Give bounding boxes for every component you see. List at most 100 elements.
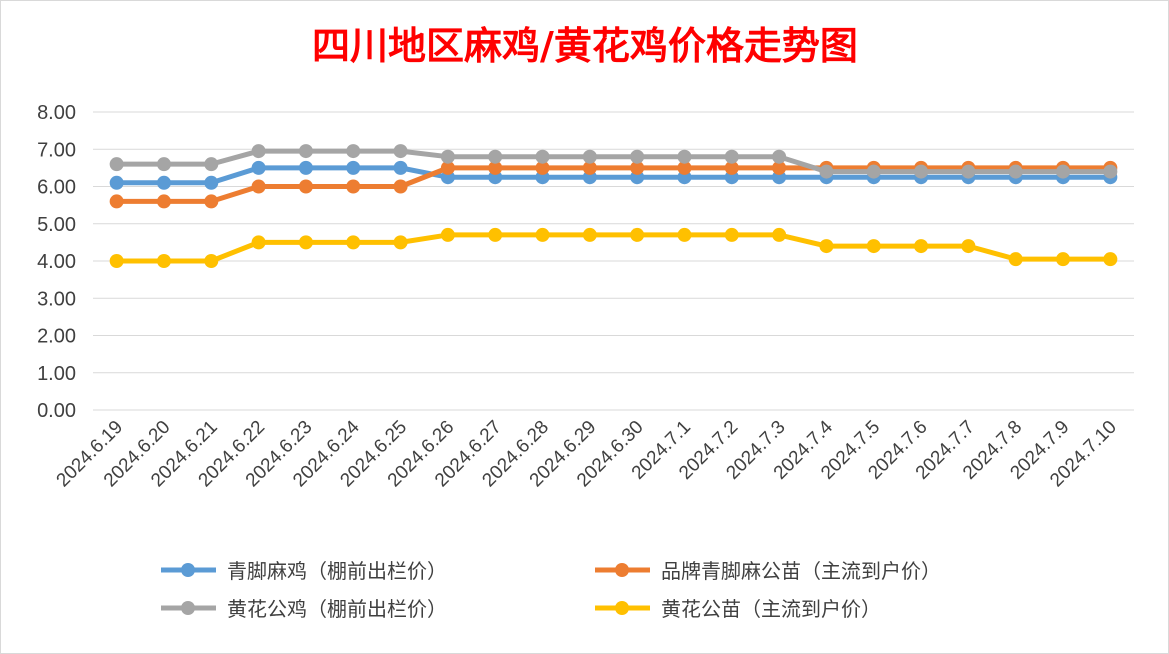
data-point [772, 227, 787, 242]
y-tick-label: 8.00 [37, 102, 76, 124]
series-layer [109, 144, 1118, 268]
data-point [819, 239, 834, 254]
legend-label: 青脚麻鸡（棚前出栏价） [227, 559, 447, 583]
data-point [204, 175, 219, 190]
data-point [772, 160, 787, 175]
data-point [346, 179, 361, 194]
data-point [488, 160, 503, 175]
data-point [440, 160, 455, 175]
legend: 青脚麻鸡（棚前出栏价） 品牌青脚麻公苗（主流到户价） 黄花公鸡（棚前出栏价） 黄花公苗… [161, 559, 941, 621]
data-point [1103, 252, 1118, 267]
data-point [488, 227, 503, 242]
data-point [109, 157, 124, 172]
data-point [346, 160, 361, 175]
data-point [630, 227, 645, 242]
data-point [298, 160, 313, 175]
data-point [535, 149, 550, 164]
data-point [630, 149, 645, 164]
y-tick-label: 3.00 [37, 288, 76, 310]
data-point [156, 157, 171, 172]
y-tick-label: 5.00 [37, 214, 76, 236]
data-point [109, 194, 124, 209]
y-tick-label: 2.00 [37, 326, 76, 348]
data-point [156, 194, 171, 209]
data-point [819, 164, 834, 179]
y-tick-label: 4.00 [37, 251, 76, 273]
y-axis-ticks: 0.00 1.00 2.00 3.00 4.00 5.00 6.00 7.00 8.00 [37, 102, 76, 422]
gridlines [93, 111, 1134, 411]
data-point [251, 160, 266, 175]
data-point [630, 160, 645, 175]
y-tick-label: 7.00 [37, 139, 76, 161]
data-point [582, 227, 597, 242]
data-point [866, 239, 881, 254]
data-point [346, 144, 361, 159]
data-point [440, 227, 455, 242]
data-point [393, 144, 408, 159]
legend-item: 品牌青脚麻公苗（主流到户价） [595, 559, 941, 583]
legend-item: 黄花公鸡（棚前出栏价） [161, 597, 447, 621]
data-point [535, 227, 550, 242]
data-point [677, 160, 692, 175]
data-point [914, 164, 929, 179]
data-point [961, 239, 976, 254]
data-point [204, 254, 219, 268]
data-point [1056, 164, 1071, 179]
data-point [109, 254, 124, 268]
data-point [298, 144, 313, 159]
data-point [1008, 252, 1023, 267]
data-point [582, 160, 597, 175]
data-point [724, 160, 739, 175]
series-2 [109, 160, 1118, 209]
data-point [440, 149, 455, 164]
legend-item: 青脚麻鸡（棚前出栏价） [161, 559, 447, 583]
data-point [251, 179, 266, 194]
data-point [393, 179, 408, 194]
data-point [251, 144, 266, 159]
legend-label: 品牌青脚麻公苗（主流到户价） [661, 559, 941, 583]
y-tick-label: 6.00 [37, 177, 76, 199]
data-point [204, 194, 219, 209]
series-line [114, 165, 1113, 186]
data-point [961, 164, 976, 179]
data-point [1103, 164, 1118, 179]
legend-label: 黄花公鸡（棚前出栏价） [227, 597, 447, 621]
series-3 [109, 144, 1118, 179]
data-point [724, 227, 739, 242]
series-line [114, 232, 1113, 264]
data-point [1056, 252, 1071, 267]
data-point [298, 235, 313, 250]
data-point [866, 164, 881, 179]
data-point [724, 149, 739, 164]
data-point [109, 175, 124, 190]
series-line [114, 165, 1113, 204]
data-point [393, 235, 408, 250]
data-point [772, 149, 787, 164]
data-point [488, 149, 503, 164]
data-point [346, 235, 361, 250]
series-line [114, 148, 1113, 175]
y-tick-label: 0.00 [37, 400, 76, 422]
legend-marker [181, 563, 195, 577]
x-axis-ticks: 2024.6.192024.6.202024.6.212024.6.222024… [53, 416, 1121, 491]
data-point [1008, 164, 1023, 179]
legend-marker [615, 563, 629, 577]
legend-label: 黄花公苗（主流到户价） [661, 597, 881, 621]
y-tick-label: 1.00 [37, 363, 76, 385]
data-point [204, 157, 219, 172]
legend-marker [615, 601, 629, 615]
data-point [914, 239, 929, 254]
data-point [677, 149, 692, 164]
series-4 [109, 227, 1118, 268]
chart-title: 四川地区麻鸡/黄花鸡价格走势图 [312, 23, 858, 68]
legend-marker [181, 601, 195, 615]
data-point [156, 175, 171, 190]
data-point [535, 160, 550, 175]
data-point [156, 254, 171, 268]
data-point [298, 179, 313, 194]
legend-item: 黄花公苗（主流到户价） [595, 597, 881, 621]
data-point [251, 235, 266, 250]
data-point [677, 227, 692, 242]
